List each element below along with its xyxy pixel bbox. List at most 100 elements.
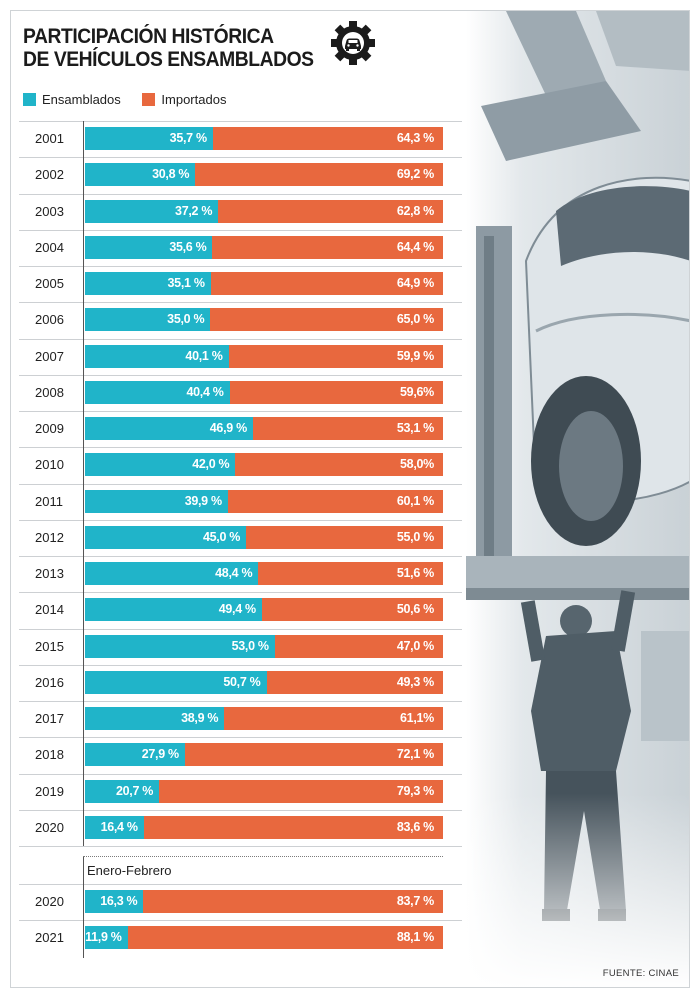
bar-importados-anual-2019: 79,3 % — [159, 779, 443, 803]
bar-ensamblados-enero-febrero-2021: 11,9 % — [85, 926, 128, 950]
bar-ensamblados-anual-2010: 42,0 % — [85, 453, 236, 477]
row-separator — [19, 302, 462, 304]
row-separator — [19, 519, 462, 521]
row-separator — [19, 884, 462, 885]
row-separator — [19, 592, 462, 594]
bar-ensamblados-anual-2020: 16,4 % — [85, 815, 144, 839]
bar-importados-enero-febrero-2021: 88,1 % — [127, 926, 443, 950]
bar-importados-anual-2004: 64,4 % — [212, 235, 443, 259]
row-separator — [19, 411, 462, 412]
bar-importados-anual-2012: 55,0 % — [246, 525, 443, 549]
bar-importados-anual-2006: 65,0 % — [210, 308, 443, 332]
bar-importados-anual-2003: 62,8 % — [218, 199, 443, 223]
row-separator — [19, 628, 462, 630]
bar-importados-anual-2007: 59,9 % — [228, 344, 443, 368]
year-label: 2017 — [35, 711, 64, 726]
year-label: 2018 — [35, 747, 64, 763]
bar-importados-anual-2011: 60,1 % — [227, 489, 443, 513]
bar-ensamblados-anual-2012: 45,0 % — [85, 525, 247, 549]
axis-line-annual — [83, 121, 84, 846]
row-separator — [19, 338, 462, 340]
bar-importados-anual-2018: 72,1 % — [184, 743, 443, 767]
bar-importados-anual-2016: 49,3 % — [266, 670, 443, 694]
bar-ensamblados-anual-2019: 20,7 % — [85, 779, 160, 803]
bar-importados-anual-2005: 64,9 % — [210, 272, 443, 295]
row-separator — [19, 664, 462, 666]
bar-importados-anual-2009: 53,1 % — [252, 417, 443, 440]
legend-label-ensamblados: Ensamblados — [42, 92, 121, 107]
bar-ensamblados-anual-2004: 35,6 % — [85, 235, 213, 259]
year-label: 2006 — [35, 312, 64, 328]
bar-importados-anual-2001: 64,3 % — [212, 127, 443, 150]
bar-importados-anual-2013: 51,6 % — [258, 562, 443, 585]
row-separator — [19, 737, 462, 739]
year-label: 2012 — [35, 529, 64, 545]
bar-importados-anual-2020: 83,6 % — [143, 815, 443, 839]
year-label: 2021 — [35, 930, 64, 946]
row-separator — [19, 121, 462, 122]
legend-label-importados: Importados — [161, 92, 227, 107]
bar-importados-anual-2017: 61,1% — [224, 707, 443, 730]
year-label: 2013 — [35, 566, 64, 581]
bar-ensamblados-anual-2015: 53,0 % — [85, 634, 275, 658]
row-separator — [19, 266, 462, 267]
axis-line-period — [83, 857, 84, 958]
bar-ensamblados-anual-2009: 46,9 % — [85, 417, 253, 440]
year-label: 2009 — [35, 421, 64, 436]
chart-title-line-1: PARTICIPACIÓN HISTÓRICA — [23, 25, 274, 48]
bar-ensamblados-anual-2011: 39,9 % — [85, 489, 228, 513]
legend: Ensamblados Importados — [23, 92, 244, 109]
chart-title-line-2: DE VEHÍCULOS ENSAMBLADOS — [23, 48, 314, 71]
year-label: 2016 — [35, 674, 64, 690]
bar-importados-anual-2015: 47,0 % — [274, 634, 443, 658]
infographic-frame: PARTICIPACIÓN HISTÓRICA DE VEHÍCULOS ENS… — [10, 10, 690, 988]
year-label: 2014 — [35, 602, 64, 618]
year-label: 2015 — [35, 638, 64, 654]
row-separator — [19, 447, 462, 449]
year-label: 2004 — [35, 239, 64, 255]
year-label: 2001 — [35, 131, 64, 146]
year-label: 2020 — [35, 894, 64, 909]
year-label: 2005 — [35, 276, 64, 291]
period-label: Enero-Febrero — [87, 863, 172, 878]
row-separator — [19, 374, 462, 376]
period-divider — [83, 856, 443, 857]
year-label: 2008 — [35, 384, 64, 400]
row-separator — [19, 229, 462, 231]
bar-ensamblados-anual-2005: 35,1 % — [85, 272, 211, 295]
year-label: 2010 — [35, 457, 64, 473]
bar-importados-anual-2010: 58,0% — [235, 453, 443, 477]
bar-ensamblados-anual-2017: 38,9 % — [85, 707, 225, 730]
assembly-line-photo — [466, 11, 689, 987]
row-separator — [19, 483, 462, 485]
bar-importados-enero-febrero-2020: 83,7 % — [143, 890, 443, 913]
bar-importados-anual-2014: 50,6 % — [261, 598, 443, 622]
row-separator — [19, 157, 462, 159]
chart-title: PARTICIPACIÓN HISTÓRICA DE VEHÍCULOS ENS… — [23, 25, 314, 71]
year-label: 2007 — [35, 348, 64, 364]
year-label: 2019 — [35, 783, 64, 799]
bar-ensamblados-enero-febrero-2020: 16,3 % — [85, 890, 144, 913]
bar-ensamblados-anual-2016: 50,7 % — [85, 670, 267, 694]
row-separator — [19, 701, 462, 702]
bar-ensamblados-anual-2002: 30,8 % — [85, 163, 196, 187]
year-label: 2002 — [35, 167, 64, 183]
row-separator — [19, 193, 462, 195]
legend-item-ensamblados: Ensamblados — [23, 92, 121, 107]
row-separator — [19, 920, 462, 922]
legend-item-importados: Importados — [142, 92, 226, 107]
bar-importados-anual-2008: 59,6% — [229, 380, 443, 404]
bar-ensamblados-anual-2006: 35,0 % — [85, 308, 211, 332]
year-label: 2003 — [35, 203, 64, 219]
legend-swatch-importados — [142, 93, 156, 106]
bar-ensamblados-anual-2001: 35,7 % — [85, 127, 213, 150]
bar-importados-anual-2002: 69,2 % — [195, 163, 443, 187]
row-separator — [19, 773, 462, 775]
row-separator — [19, 809, 462, 811]
bar-ensamblados-anual-2007: 40,1 % — [85, 344, 229, 368]
year-label: 2020 — [35, 819, 64, 835]
year-label: 2011 — [35, 493, 63, 509]
gear-car-icon — [331, 21, 375, 65]
bar-ensamblados-anual-2008: 40,4 % — [85, 380, 230, 404]
bar-ensamblados-anual-2003: 37,2 % — [85, 199, 219, 223]
